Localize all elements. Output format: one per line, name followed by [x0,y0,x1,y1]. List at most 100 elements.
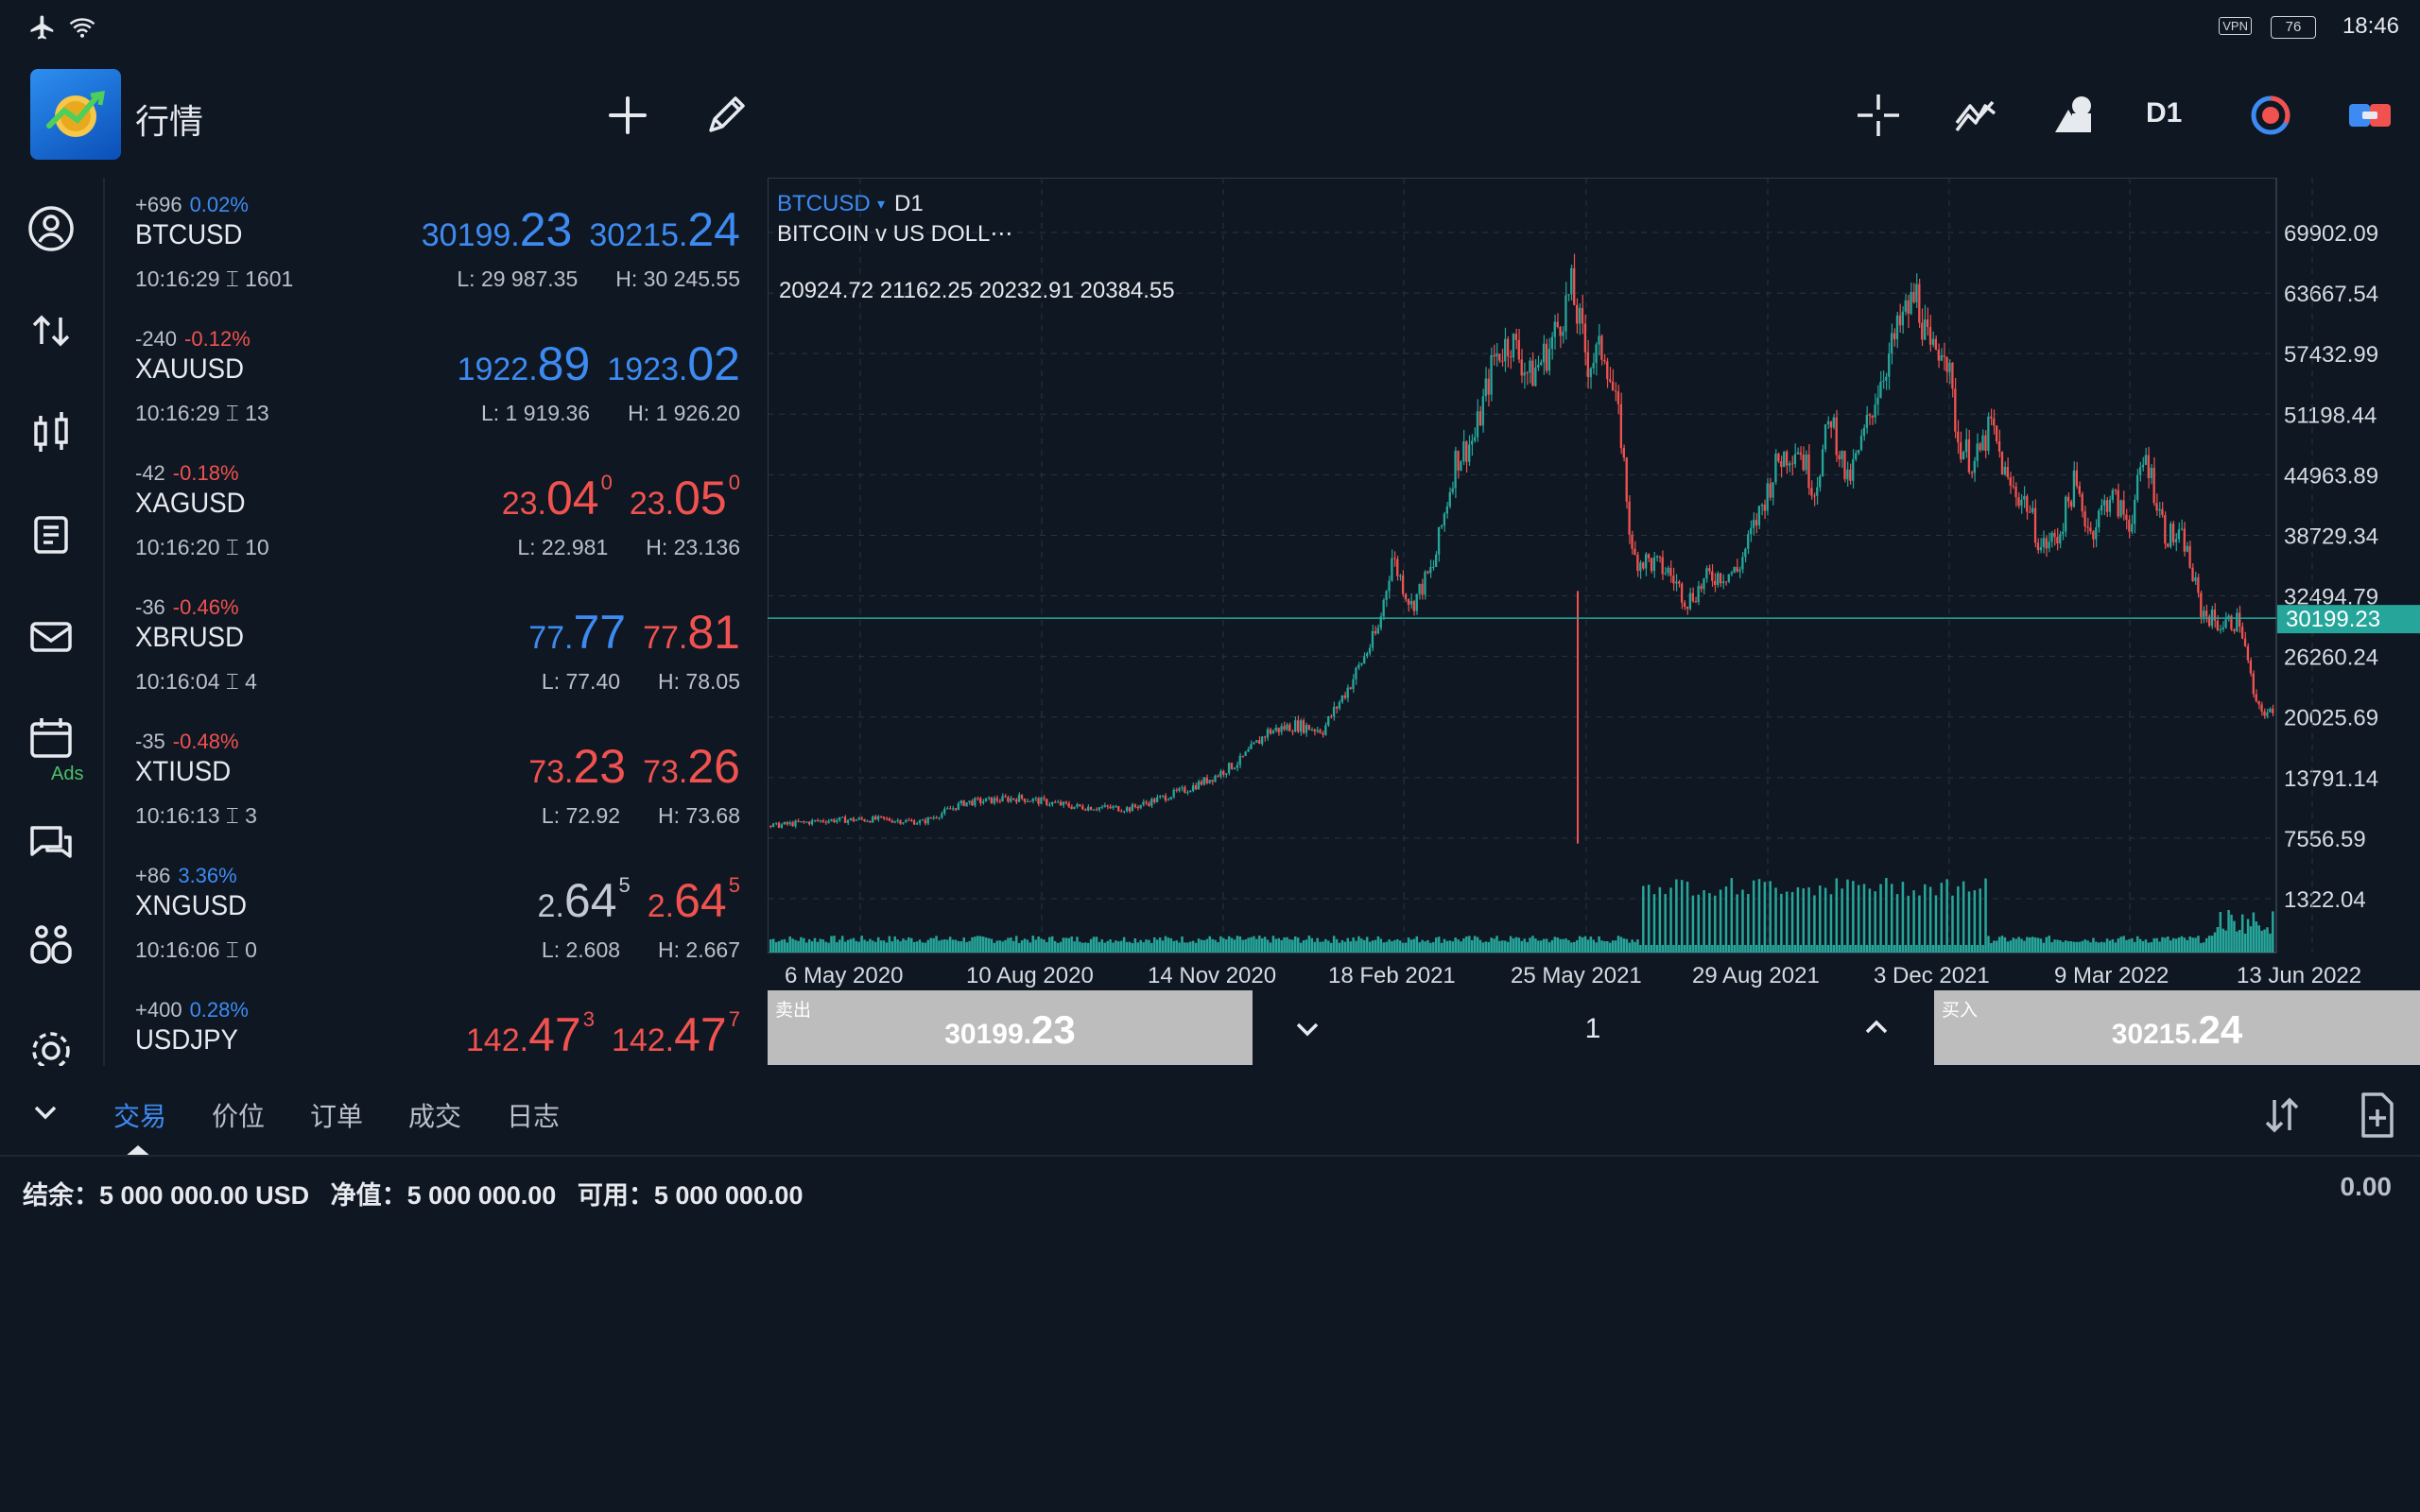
volume-bar [1990,942,1993,953]
quote-row-xtiusd[interactable]: -35 -0.48% XTIUSD 10:16:13 ⌶ 3 73.23 73.26 L: … [135,714,740,849]
volume-bar [1520,940,1524,953]
volume-bar [2266,927,2269,953]
volume-bar [1263,936,1267,953]
volume-bar [995,940,999,953]
volume-bar [1957,885,1960,953]
sidebar-calendar[interactable] [21,709,81,769]
volume-bar [1100,939,1104,953]
candle-body [2240,627,2244,639]
sell-button[interactable]: 卖出 30199.23 [768,990,1253,1065]
sidebar-quotes[interactable] [21,198,81,259]
add-symbol-button[interactable] [597,85,658,146]
quote-row-xauusd[interactable]: -240 -0.12% XAUUSD 10:16:29 ⌶ 13 1922.89 1923… [135,312,740,446]
sidebar-chart[interactable] [21,403,81,463]
sidebar-mail[interactable] [21,607,81,667]
account-summary: 结余：5 000 000.00 USD 净值：5 000 000.00 可用：5… [23,1181,804,1210]
volume-bar [1683,945,1686,953]
volume-bar [1219,936,1222,953]
candle-body [1600,335,1603,360]
lot-input[interactable]: 1 [1584,1013,1601,1044]
tab-deals[interactable]: 成交 [408,1102,462,1131]
app-logo[interactable] [30,69,121,160]
candle-body [1153,799,1156,802]
candle-body [1468,444,1471,462]
profit-value: 0.00 [2340,1172,2393,1201]
tab-journal[interactable]: 日志 [507,1102,561,1131]
volume-bar [1412,938,1416,953]
candle-body [1205,777,1208,783]
volume-bar [1783,945,1786,953]
volume-bar [1826,945,1830,953]
sidebar-settings[interactable] [21,1021,81,1066]
volume-bar [2048,936,2050,953]
quote-change: +86 3.36% [135,864,237,887]
volume-bar [1172,940,1176,953]
candle-body [1534,367,1537,387]
tab-levels[interactable]: 价位 [212,1102,266,1131]
volume-bar [1741,889,1744,953]
quote-row-btcusd[interactable]: +696 0.02% BTCUSD 10:16:29 ⌶ 1601 30199.23 30… [135,178,740,312]
chart-symbol: BTCUSD [777,191,871,216]
candle-body [2006,466,2009,477]
volume-bar [1186,942,1189,953]
candle-body [1697,586,1700,603]
color-scheme-button[interactable] [2240,85,2301,146]
sidebar-chat[interactable] [21,813,81,873]
edit-list-button[interactable] [696,85,756,146]
volume-bar [1349,941,1352,953]
volume-bar [1478,939,1482,953]
buy-button[interactable]: 买入 30215.24 [1934,990,2420,1065]
candle-body [849,817,853,820]
volume-bar [1995,940,1998,953]
candle-body [2042,538,2045,547]
sort-button[interactable] [2256,1089,2308,1142]
candle-body [1437,526,1441,555]
volume-bar [1484,941,1488,953]
quote-row-xngusd[interactable]: +86 3.36% XNGUSD 10:16:06 ⌶ 0 2.645 2.645 L: 2… [135,849,740,983]
volume-bar [1650,945,1653,953]
quote-row-xbrusd[interactable]: -36 -0.46% XBRUSD 10:16:04 ⌶ 4 77.77 77.81 L: … [135,580,740,714]
volume-bar [2111,938,2115,953]
candle-body [1396,558,1399,576]
indicators-button[interactable] [1945,85,2006,146]
tab-orders[interactable]: 订单 [310,1102,364,1131]
candle-body [1465,441,1468,462]
volume-bar [1253,936,1255,953]
quote-row-usdjpy[interactable]: +400 0.28% USDJPY 142.473 142.477 [135,983,740,1066]
volume-bar [2186,939,2189,953]
timeframe-button[interactable]: D1 [2146,97,2183,129]
price-chart[interactable]: 69902.09 63667.54 57432.99 51198.44 44963.89… [768,178,2420,990]
candle-body [2075,470,2079,487]
volume-bar [1106,940,1109,953]
candle-body [1274,727,1277,731]
volume-bar [2069,941,2073,953]
volume-bar [2108,940,2112,953]
crosshair-button[interactable] [1848,85,1909,146]
volume-bar [1250,936,1253,953]
candle-body [2069,501,2073,507]
new-order-button[interactable] [2350,1087,2403,1143]
quote-row-xagusd[interactable]: -42 -0.18% XAGUSD 10:16:20 ⌶ 10 23.040 23.050… [135,446,740,580]
candle-body [1217,775,1219,777]
volume-bar [774,942,778,953]
volume-bar [1189,941,1192,953]
collapse-panel-button[interactable] [23,1089,68,1134]
candle-body [1186,792,1189,794]
volume-bar [1409,939,1413,953]
candle-body [1816,487,1819,496]
one-click-trading-button[interactable] [2340,85,2400,146]
volume-bar [1531,936,1534,953]
lot-decrease-button[interactable] [1281,1002,1334,1055]
candle-body [1678,581,1681,584]
sidebar-community[interactable] [21,915,81,975]
volume-bar [1805,945,1807,953]
volume-bar [902,938,905,953]
volume-bar [1495,936,1498,953]
sidebar-history[interactable] [21,505,81,565]
tab-trade[interactable]: 交易 [113,1102,167,1131]
candle-body [2269,708,2272,713]
lot-increase-button[interactable] [1850,1002,1903,1055]
sidebar-trade[interactable] [21,301,81,361]
objects-button[interactable] [2044,85,2104,146]
volume-bar [1757,879,1761,953]
